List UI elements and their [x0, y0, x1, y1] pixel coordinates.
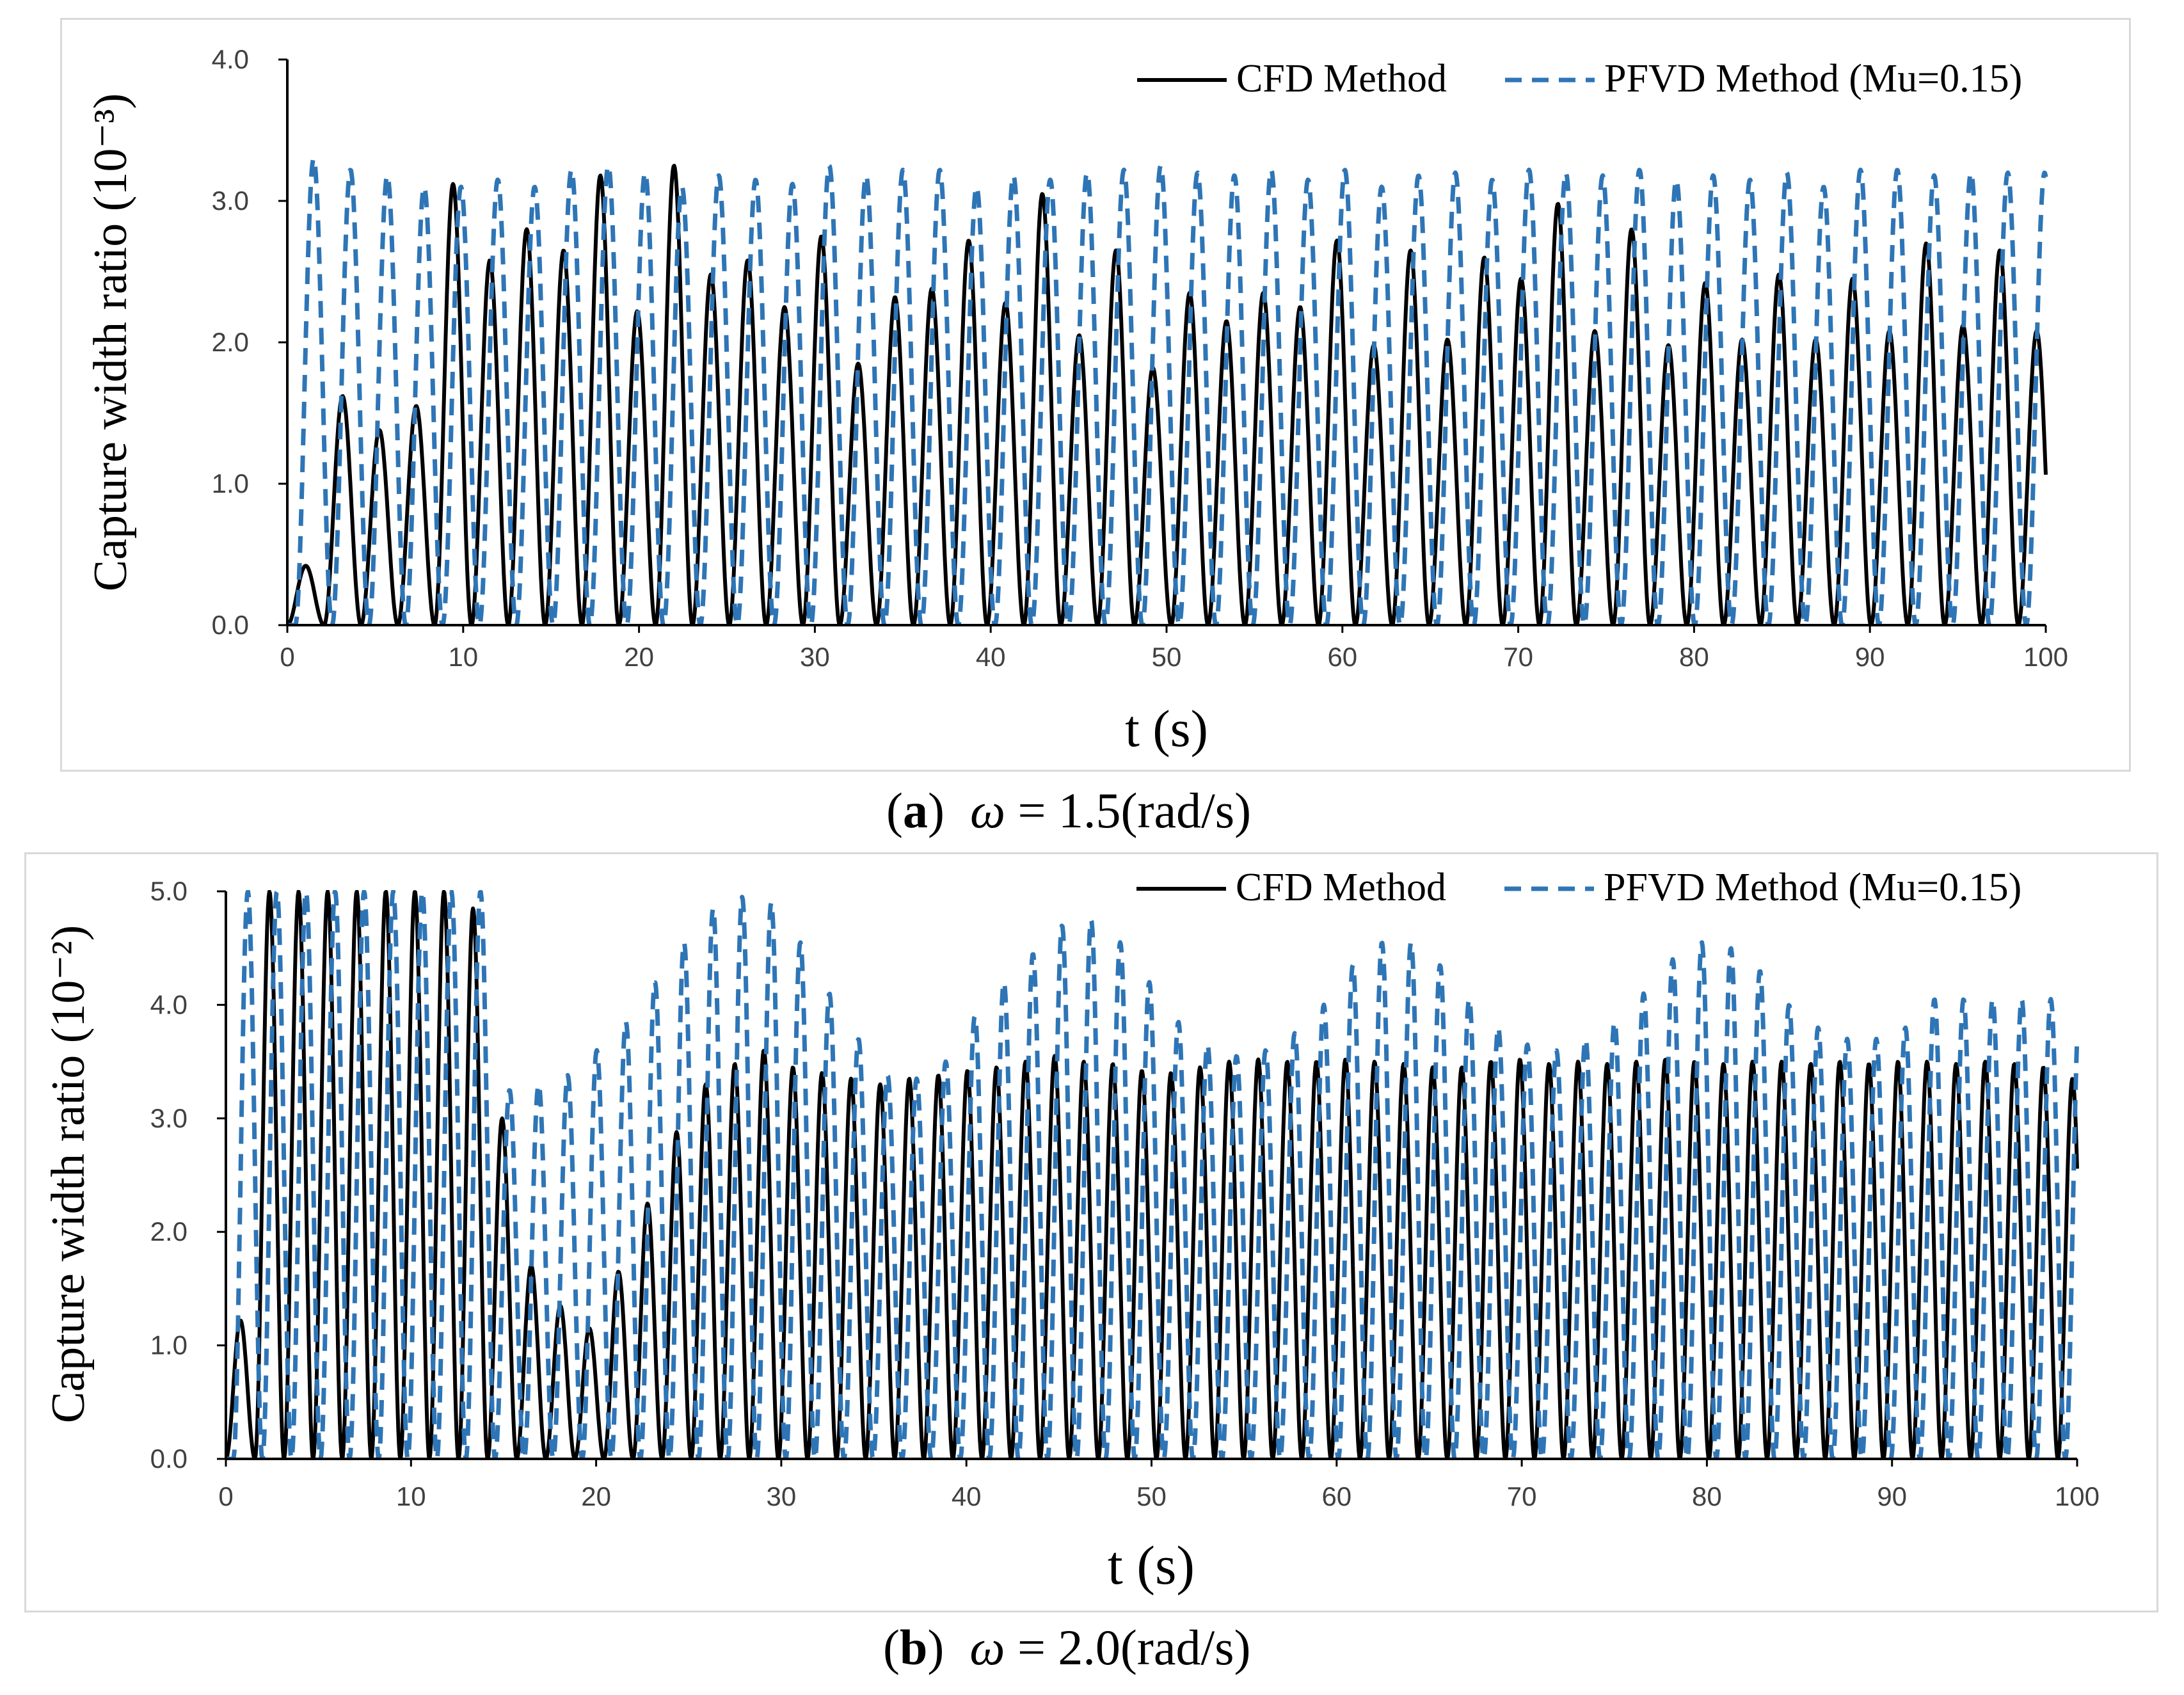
- x-tick-label-a: 60: [1327, 642, 1357, 672]
- y-tick-label-b: 3.0: [150, 1103, 187, 1133]
- x-tick-label-b: 30: [767, 1481, 797, 1511]
- x-axis-label-a: t (s): [1125, 699, 1208, 758]
- chart-svg-a: 0.0 1.0 2.0 3.0 4.0 0 10 20 30 40 50 60 70 80 90 100 t (…: [84, 44, 2068, 758]
- legend-label-b-pfvd: PFVD Method (Mu=0.15): [1604, 866, 2021, 909]
- legend-label-a-cfd: CFD Method: [1236, 57, 1447, 100]
- x-tick-label-a: 50: [1152, 642, 1182, 672]
- series-line-a-cfd: [287, 163, 2048, 626]
- x-tick-label-a: 100: [2023, 642, 2068, 672]
- x-tick-label-b: 80: [1692, 1481, 1722, 1511]
- x-tick-label-a: 10: [448, 642, 478, 672]
- caption-b-omega: ω: [969, 1619, 1005, 1675]
- y-tick-label-b: 1.0: [150, 1330, 187, 1360]
- caption-b-label: b: [899, 1619, 928, 1675]
- x-tick-label-b: 90: [1877, 1481, 1907, 1511]
- caption-a: (a) ω = 1.5(rad/s): [886, 783, 1252, 838]
- caption-b: (b) ω = 2.0(rad/s): [883, 1619, 1251, 1675]
- x-tick-label-a: 40: [976, 642, 1006, 672]
- caption-a-value: = 1.5(rad/s): [1017, 783, 1252, 838]
- x-tick-label-a: 70: [1503, 642, 1533, 672]
- series-line-b-cfd: [226, 890, 2079, 1460]
- caption-b-value: = 2.0(rad/s): [1017, 1619, 1251, 1675]
- y-tick-label-b: 5.0: [150, 876, 187, 906]
- caption-a-omega: ω: [969, 783, 1006, 838]
- chart-svg-b: 0.0 1.0 2.0 3.0 4.0 5.0 0 10 20 30 40 50 60 70 80 90 100…: [42, 865, 2100, 1596]
- series-line-a-pfvd: [287, 156, 2048, 626]
- y-tick-label-b: 4.0: [150, 989, 187, 1019]
- x-tick-label-a: 30: [800, 642, 830, 672]
- x-tick-label-b: 20: [581, 1481, 611, 1511]
- x-tick-label-b: 10: [396, 1481, 426, 1511]
- y-tick-label-b: 0.0: [150, 1444, 187, 1474]
- caption-a-label: a: [902, 783, 928, 838]
- legend-b: CFD Method PFVD Method (Mu=0.15): [1124, 865, 2052, 916]
- legend-a: CFD Method PFVD Method (Mu=0.15): [1124, 56, 2052, 107]
- y-tick-label-a: 3.0: [212, 186, 249, 216]
- y-axis-label-b: Capture width ratio (10⁻²): [42, 925, 95, 1423]
- y-tick-label-a: 2.0: [212, 327, 249, 357]
- y-tick-label-a: 1.0: [212, 468, 249, 498]
- x-axis-label-b: t (s): [1108, 1534, 1195, 1596]
- chart-panel-a: 0.0 1.0 2.0 3.0 4.0 0 10 20 30 40 50 60 70 80 90 100 t (…: [60, 18, 2131, 772]
- x-tick-label-a: 80: [1679, 642, 1709, 672]
- x-tick-label-b: 50: [1136, 1481, 1167, 1511]
- y-tick-label-a: 4.0: [212, 44, 249, 74]
- x-tick-label-b: 100: [2055, 1481, 2100, 1511]
- chart-panel-b: 0.0 1.0 2.0 3.0 4.0 5.0 0 10 20 30 40 50 60 70 80 90 100…: [24, 852, 2158, 1612]
- x-tick-label-a: 20: [624, 642, 654, 672]
- x-tick-label-a: 0: [280, 642, 294, 672]
- legend-label-b-cfd: CFD Method: [1236, 866, 1446, 909]
- y-tick-label-a: 0.0: [212, 610, 249, 640]
- x-tick-label-b: 70: [1507, 1481, 1537, 1511]
- series-group-b: [226, 890, 2080, 1460]
- x-tick-label-b: 0: [218, 1481, 233, 1511]
- x-tick-label-b: 40: [952, 1481, 982, 1511]
- legend-label-a-pfvd: PFVD Method (Mu=0.15): [1604, 57, 2022, 100]
- x-tick-label-a: 90: [1855, 642, 1885, 672]
- y-tick-label-b: 2.0: [150, 1216, 187, 1246]
- series-group-a: [287, 156, 2048, 626]
- series-line-b-pfvd: [226, 890, 2080, 1460]
- x-tick-label-b: 60: [1321, 1481, 1351, 1511]
- y-axis-label-a: Capture width ratio (10⁻³): [84, 93, 137, 591]
